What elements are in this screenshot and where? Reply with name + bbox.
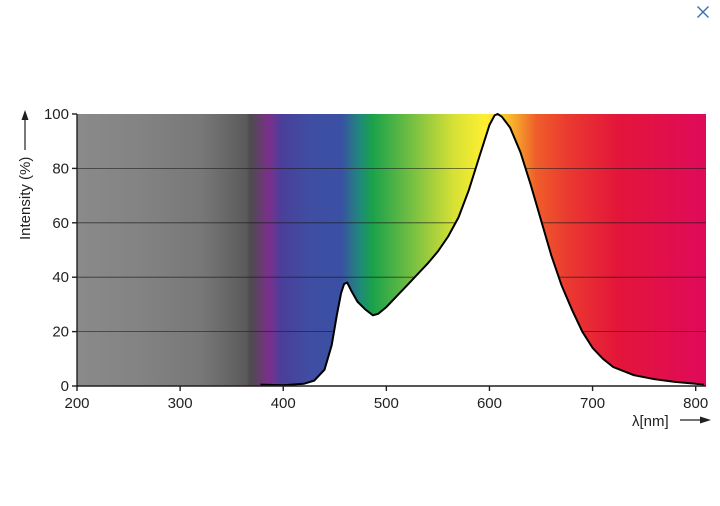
x-tick-label-800: 800 (683, 395, 708, 412)
x-tick-label-300: 300 (168, 395, 193, 412)
close-icon (697, 6, 709, 18)
y-axis-label: Intensity (%) (17, 157, 34, 240)
x-axis-label: λ[nm] (632, 413, 669, 430)
x-tick-label-700: 700 (580, 395, 605, 412)
y-axis-arrowhead (21, 110, 29, 120)
x-tick-label-200: 200 (64, 395, 89, 412)
tick-labels: 0 20 40 60 80 100 200 300 400 500 600 700 800 (44, 106, 708, 412)
y-tick-label-20: 20 (52, 324, 69, 341)
x-tick-label-500: 500 (374, 395, 399, 412)
y-tick-label-40: 40 (52, 269, 69, 286)
x-axis-arrowhead (700, 416, 711, 424)
x-tick-label-400: 400 (271, 395, 296, 412)
close-button[interactable] (690, 0, 716, 24)
intensity-area (260, 114, 704, 386)
y-tick-label-0: 0 (61, 378, 69, 395)
y-tick-label-100: 100 (44, 106, 69, 123)
y-tick-label-60: 60 (52, 215, 69, 232)
axes (72, 113, 706, 391)
y-tick-label-80: 80 (52, 160, 69, 177)
intensity-curve (260, 112, 704, 387)
x-tick-label-600: 600 (477, 395, 502, 412)
